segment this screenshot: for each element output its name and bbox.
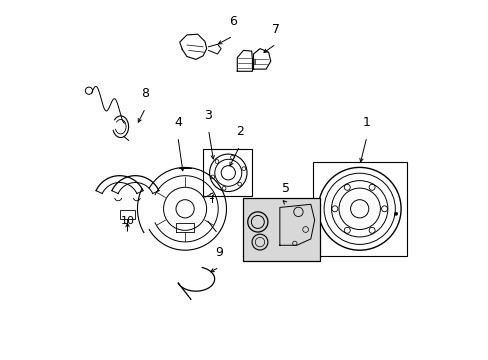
Text: 4: 4 [174, 116, 182, 129]
Bar [312, 162, 406, 256]
Circle shape [394, 212, 397, 215]
Text: 10: 10 [120, 216, 134, 226]
Bar [203, 149, 251, 196]
Bar [252, 59, 254, 64]
Text: 7: 7 [272, 23, 280, 36]
Text: 2: 2 [235, 125, 243, 138]
Text: 9: 9 [215, 246, 223, 259]
Text: 1: 1 [362, 116, 370, 129]
Bar [242, 198, 320, 261]
Text: 3: 3 [204, 109, 212, 122]
Text: 5: 5 [281, 183, 289, 195]
Text: 6: 6 [228, 15, 236, 28]
Bar [120, 210, 135, 219]
Text: 8: 8 [141, 87, 149, 100]
